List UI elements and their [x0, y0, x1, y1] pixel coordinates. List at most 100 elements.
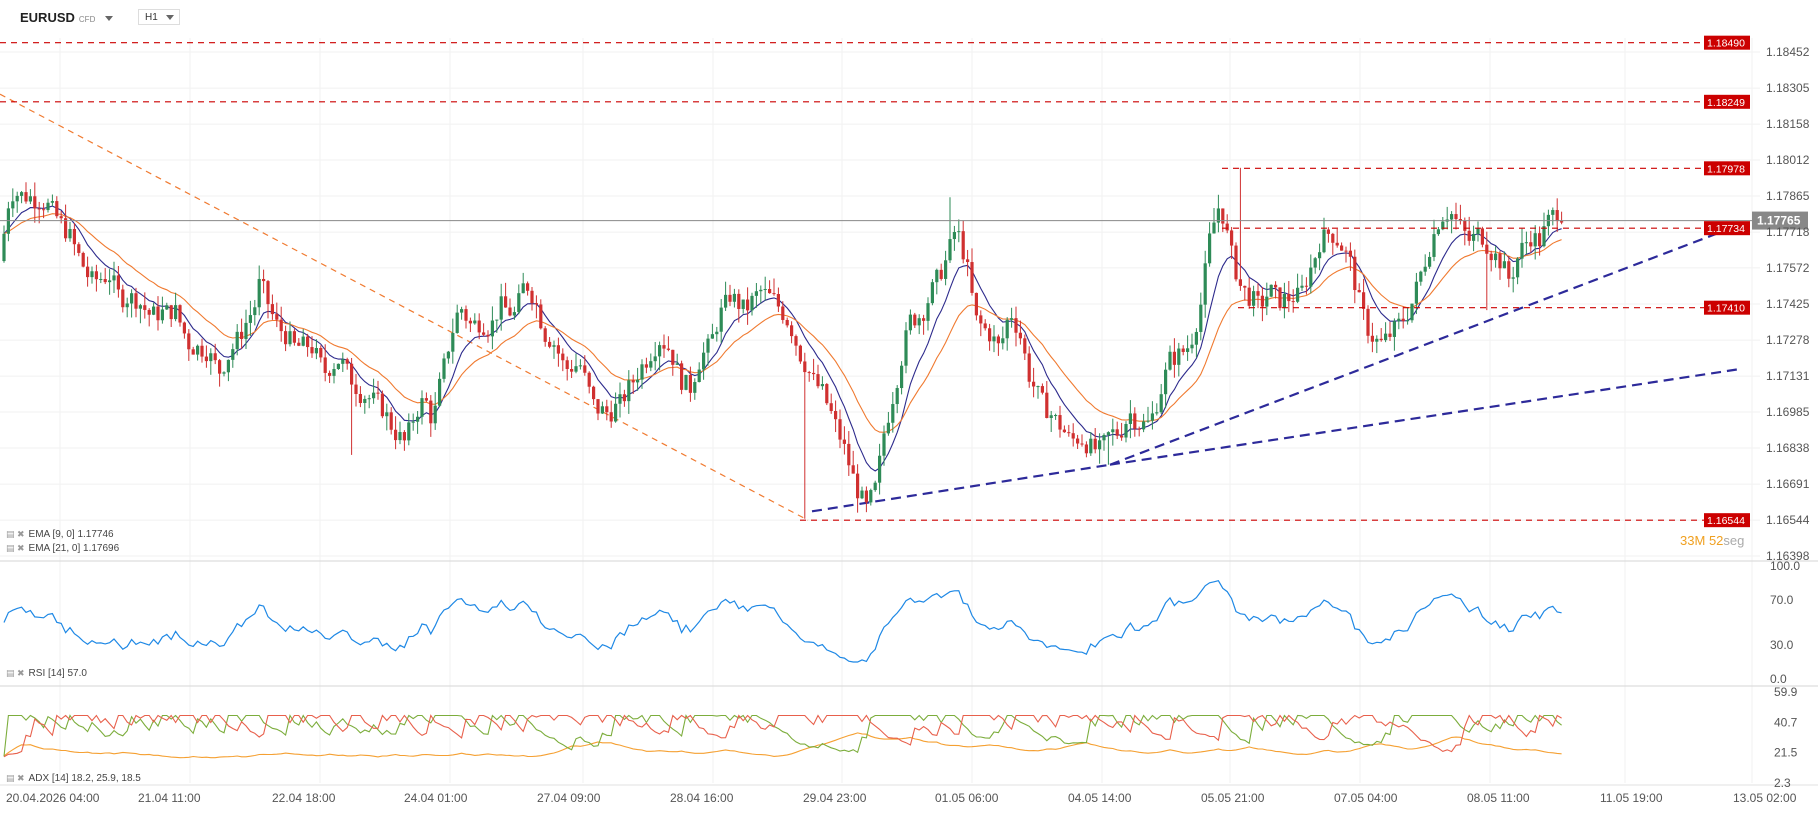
candle-countdown: 33M 52seg: [1680, 533, 1744, 548]
candle-body: [1089, 438, 1093, 454]
price-tick-label: 1.16838: [1766, 441, 1810, 455]
candle-body: [1256, 291, 1260, 296]
candle-body: [926, 303, 930, 321]
price-tick-label: 1.18452: [1766, 45, 1810, 59]
candle-body: [966, 259, 970, 263]
symbol-selector[interactable]: EURUSD CFD: [20, 10, 114, 25]
time-tick-label: 05.05 21:00: [1201, 791, 1265, 805]
uptrend-line: [811, 463, 1111, 513]
candle-body: [1106, 432, 1110, 435]
candle-body: [1071, 433, 1075, 439]
candle-body: [622, 394, 626, 402]
candle-body: [1186, 348, 1190, 352]
uptrend-line: [1109, 230, 1723, 466]
downtrend-line: [0, 93, 809, 521]
settings-close-icon[interactable]: ▤ ✖: [6, 543, 25, 553]
candle-body: [1436, 229, 1440, 235]
adx-tick-label: 21.5: [1774, 746, 1798, 760]
candle-body: [1472, 233, 1476, 241]
settings-close-icon[interactable]: ▤ ✖: [6, 668, 25, 678]
candle-body: [662, 345, 666, 349]
candle-body: [235, 331, 239, 350]
adx-legend[interactable]: ▤ ✖ ADX [14] 18.2, 25.9, 18.5: [6, 773, 141, 784]
candle-body: [477, 320, 481, 333]
candle-body: [1120, 435, 1124, 438]
ema21-legend[interactable]: ▤ ✖ EMA [21, 0] 1.17696: [6, 543, 119, 554]
candle-body: [336, 363, 340, 370]
candle-body: [816, 374, 820, 387]
candle-body: [847, 443, 851, 466]
candle-body: [1366, 308, 1370, 336]
candle-body: [534, 303, 538, 305]
candle-body: [231, 349, 235, 360]
candle-body: [1362, 292, 1366, 309]
countdown-seconds-unit: seg: [1723, 533, 1745, 548]
adx-value: 18.2, 25.9, 18.5: [71, 773, 141, 784]
candle-body: [1111, 429, 1115, 433]
candle-body: [191, 349, 195, 355]
candle-body: [174, 305, 178, 320]
candle-body: [1291, 301, 1295, 303]
candle-body: [319, 348, 323, 358]
candle-body: [609, 412, 613, 422]
candle-body: [829, 403, 833, 411]
timeframe-selector[interactable]: H1: [138, 9, 180, 25]
candle-body: [244, 322, 248, 339]
candle-body: [556, 345, 560, 354]
candle-body: [640, 364, 644, 380]
candle-body: [1476, 228, 1480, 234]
settings-close-icon[interactable]: ▤ ✖: [6, 529, 25, 539]
candle-body: [218, 360, 222, 374]
candle-body: [1397, 318, 1401, 322]
candle-body: [961, 231, 965, 260]
candle-body: [1551, 210, 1555, 215]
candle-body: [1142, 421, 1146, 430]
candle-body: [1388, 333, 1392, 337]
candle-body: [257, 278, 261, 308]
candle-body: [451, 332, 455, 352]
time-tick-label: 22.04 18:00: [272, 791, 336, 805]
candle-body: [842, 439, 846, 444]
candle-body: [288, 331, 292, 345]
time-tick-label: 08.05 11:00: [1467, 791, 1530, 805]
candle-body: [112, 275, 116, 281]
candle-body: [42, 209, 46, 211]
candle-body: [1331, 233, 1335, 243]
candle-body: [108, 280, 112, 283]
candle-body: [592, 386, 596, 400]
candle-body: [165, 305, 169, 310]
candle-body: [1348, 250, 1352, 257]
time-tick-label: 04.05 14:00: [1068, 791, 1132, 805]
candle-body: [11, 201, 15, 209]
candle-body: [600, 406, 604, 414]
candle-body: [1428, 256, 1432, 267]
ema9-legend[interactable]: ▤ ✖ EMA [9, 0] 1.17746: [6, 529, 114, 540]
candle-body: [1353, 256, 1357, 291]
candle-body: [275, 314, 279, 320]
candle-body: [442, 358, 446, 379]
candle-body: [196, 345, 200, 355]
candle-body: [68, 228, 72, 239]
candle-body: [1414, 281, 1418, 304]
candle-body: [979, 315, 983, 324]
candle-body: [1454, 214, 1458, 220]
candle-body: [944, 260, 948, 279]
candle-body: [851, 465, 855, 474]
rsi-legend[interactable]: ▤ ✖ RSI [14] 57.0: [6, 668, 87, 679]
price-tick-label: 1.17131: [1766, 369, 1810, 383]
candle-body: [1067, 432, 1071, 434]
candle-body: [1458, 219, 1462, 221]
candle-body: [1190, 344, 1194, 349]
settings-close-icon[interactable]: ▤ ✖: [6, 773, 25, 783]
candle-body: [1076, 438, 1080, 444]
price-tick-label: 1.18158: [1766, 117, 1810, 131]
candle-body: [1282, 293, 1286, 309]
candle-body: [204, 356, 208, 362]
adx-tick-label: 59.9: [1774, 685, 1798, 699]
candle-body: [710, 334, 714, 339]
countdown-minutes-unit: M: [1694, 533, 1706, 548]
candle-body: [482, 332, 486, 335]
price-tick-label: 1.16985: [1766, 405, 1810, 419]
candle-body: [1450, 214, 1454, 220]
